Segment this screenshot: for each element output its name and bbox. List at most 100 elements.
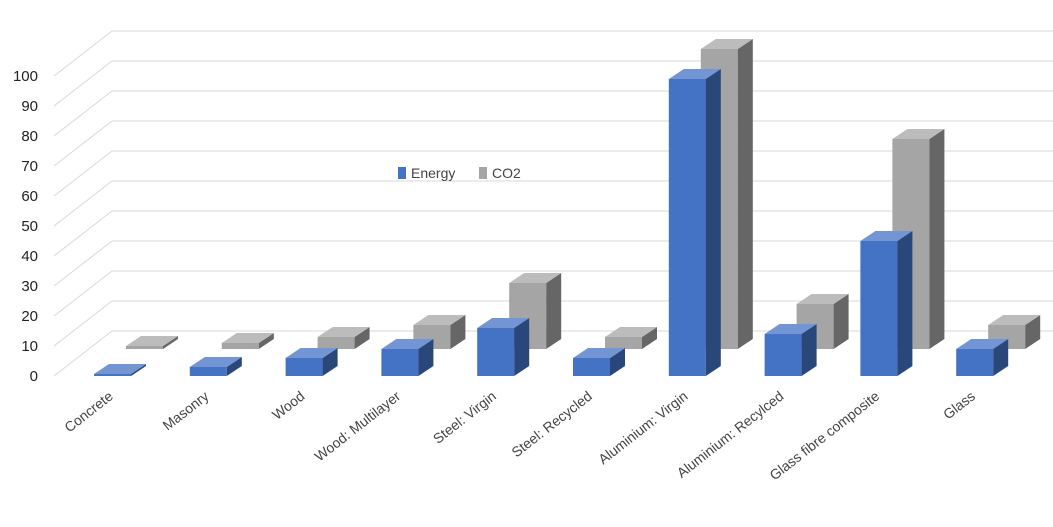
- gridline-depth: [53, 90, 113, 137]
- energy-bar-steel-virgin: [477, 318, 530, 376]
- bar-side-face: [322, 348, 338, 376]
- y-tick-label: 0: [30, 368, 38, 385]
- x-tick-label: Glass: [940, 388, 978, 423]
- bar-front-face: [126, 346, 163, 349]
- bar-top-face: [509, 273, 562, 283]
- bar-top-face: [413, 315, 466, 325]
- bar-top-face: [988, 315, 1041, 325]
- bar-top-face: [94, 364, 146, 374]
- bar-side-face: [450, 315, 466, 349]
- bar-front-face: [668, 79, 706, 376]
- legend-item-energy: Energy: [398, 165, 455, 181]
- bar-side-face: [163, 336, 178, 349]
- x-tick-label: Steel: Virgin: [430, 388, 499, 447]
- legend: Energy CO2: [398, 165, 521, 181]
- gridline-depth: [53, 270, 113, 317]
- energy-bar-concrete: [94, 364, 146, 376]
- bar-top-face: [381, 339, 434, 349]
- bar-top-face: [892, 129, 945, 139]
- energy-bar-glass: [956, 339, 1009, 376]
- y-tick-label: 60: [21, 188, 38, 205]
- bar-front-face: [573, 358, 610, 376]
- bar-side-face: [514, 318, 530, 376]
- x-tick-label: Concrete: [61, 388, 116, 436]
- bar-side-face: [418, 339, 434, 376]
- bar-side-face: [546, 273, 562, 349]
- bar-side-face: [131, 364, 146, 376]
- y-tick-label: 10: [21, 338, 38, 355]
- co2-bar-shape: [605, 327, 657, 349]
- gridline-depth: [53, 330, 113, 377]
- bar-side-face: [737, 39, 753, 349]
- bar-top-face: [573, 348, 625, 358]
- energy-bar-aluminium-virgin: [668, 69, 721, 376]
- bar-front-face: [94, 374, 131, 376]
- bar-side-face: [642, 327, 657, 349]
- bar-top-face: [956, 339, 1009, 349]
- legend-swatch: [479, 167, 487, 179]
- bar-top-face: [221, 333, 274, 343]
- y-tick-label: 80: [21, 128, 38, 145]
- x-axis: Concrete Masonry Wood Wood: Multilayer Steel…: [61, 388, 978, 484]
- bar-front-face: [477, 328, 515, 376]
- legend-label: Energy: [411, 165, 455, 181]
- y-axis: 0 10 20 30 40 50 60 70 80 90 100: [13, 68, 38, 385]
- bar-side-face: [897, 231, 913, 376]
- y-tick-label: 30: [21, 278, 38, 295]
- bar-side-face: [258, 333, 274, 349]
- bar-side-face: [801, 324, 817, 376]
- y-tick-label: 70: [21, 158, 38, 175]
- bar-top-face: [605, 327, 657, 337]
- co2-bar-wood: [317, 327, 370, 349]
- co2-bar-concrete: [126, 336, 178, 349]
- bar-top-face: [317, 327, 370, 337]
- bar-top-face: [764, 324, 817, 334]
- x-tick-label: Aluminium: Virgin: [595, 388, 690, 468]
- y-tick-label: 90: [21, 98, 38, 115]
- gridline-depth: [53, 180, 113, 227]
- bar-top-face: [796, 294, 849, 304]
- bar-front-face: [860, 241, 898, 376]
- x-tick-label: Steel: Recycled: [508, 388, 595, 461]
- co2-bar-shape: [221, 333, 274, 349]
- bar-top-face: [126, 336, 178, 346]
- energy-bar-masonry: [189, 357, 242, 376]
- bar-front-face: [189, 367, 227, 376]
- bar-top-face: [860, 231, 913, 241]
- energy-bar-wood: [285, 348, 338, 376]
- bar-front-face: [221, 343, 259, 349]
- bar-top-face: [477, 318, 530, 328]
- bar-side-face: [1025, 315, 1041, 349]
- bar-front-face: [381, 349, 419, 376]
- bar-top-face: [700, 39, 753, 49]
- energy-bar-aluminium-recylced: [764, 324, 817, 376]
- bar-side-face: [929, 129, 945, 349]
- bar-front-face: [764, 334, 802, 376]
- gridline-depth: [53, 210, 113, 257]
- bar-front-face: [285, 358, 323, 376]
- bar-front-face: [956, 349, 994, 376]
- legend-swatch: [398, 167, 406, 179]
- bar-side-face: [610, 348, 625, 376]
- legend-item-co2: CO2: [479, 165, 521, 181]
- x-tick-label: Wood: Multilayer: [311, 388, 403, 465]
- co2-bar-steel-recycled: [605, 327, 657, 349]
- y-tick-label: 100: [13, 68, 38, 85]
- energy-series: [94, 69, 1009, 376]
- gridline-depth: [53, 150, 113, 197]
- bar-top-face: [668, 69, 721, 79]
- x-tick-label: Aluminium: Recylced: [674, 388, 787, 481]
- y-tick-label: 20: [21, 308, 38, 325]
- bar-side-face: [833, 294, 849, 349]
- gridline-depth: [53, 120, 113, 167]
- gridline-depth: [53, 60, 113, 107]
- co2-bar-masonry: [221, 333, 274, 349]
- co2-bar-shape: [126, 336, 178, 349]
- y-tick-label: 40: [21, 248, 38, 265]
- y-tick-label: 50: [21, 218, 38, 235]
- bar-front-face: [317, 337, 355, 349]
- bar-top-face: [285, 348, 338, 358]
- bar-front-face: [605, 337, 642, 349]
- gridline-depth: [53, 240, 113, 287]
